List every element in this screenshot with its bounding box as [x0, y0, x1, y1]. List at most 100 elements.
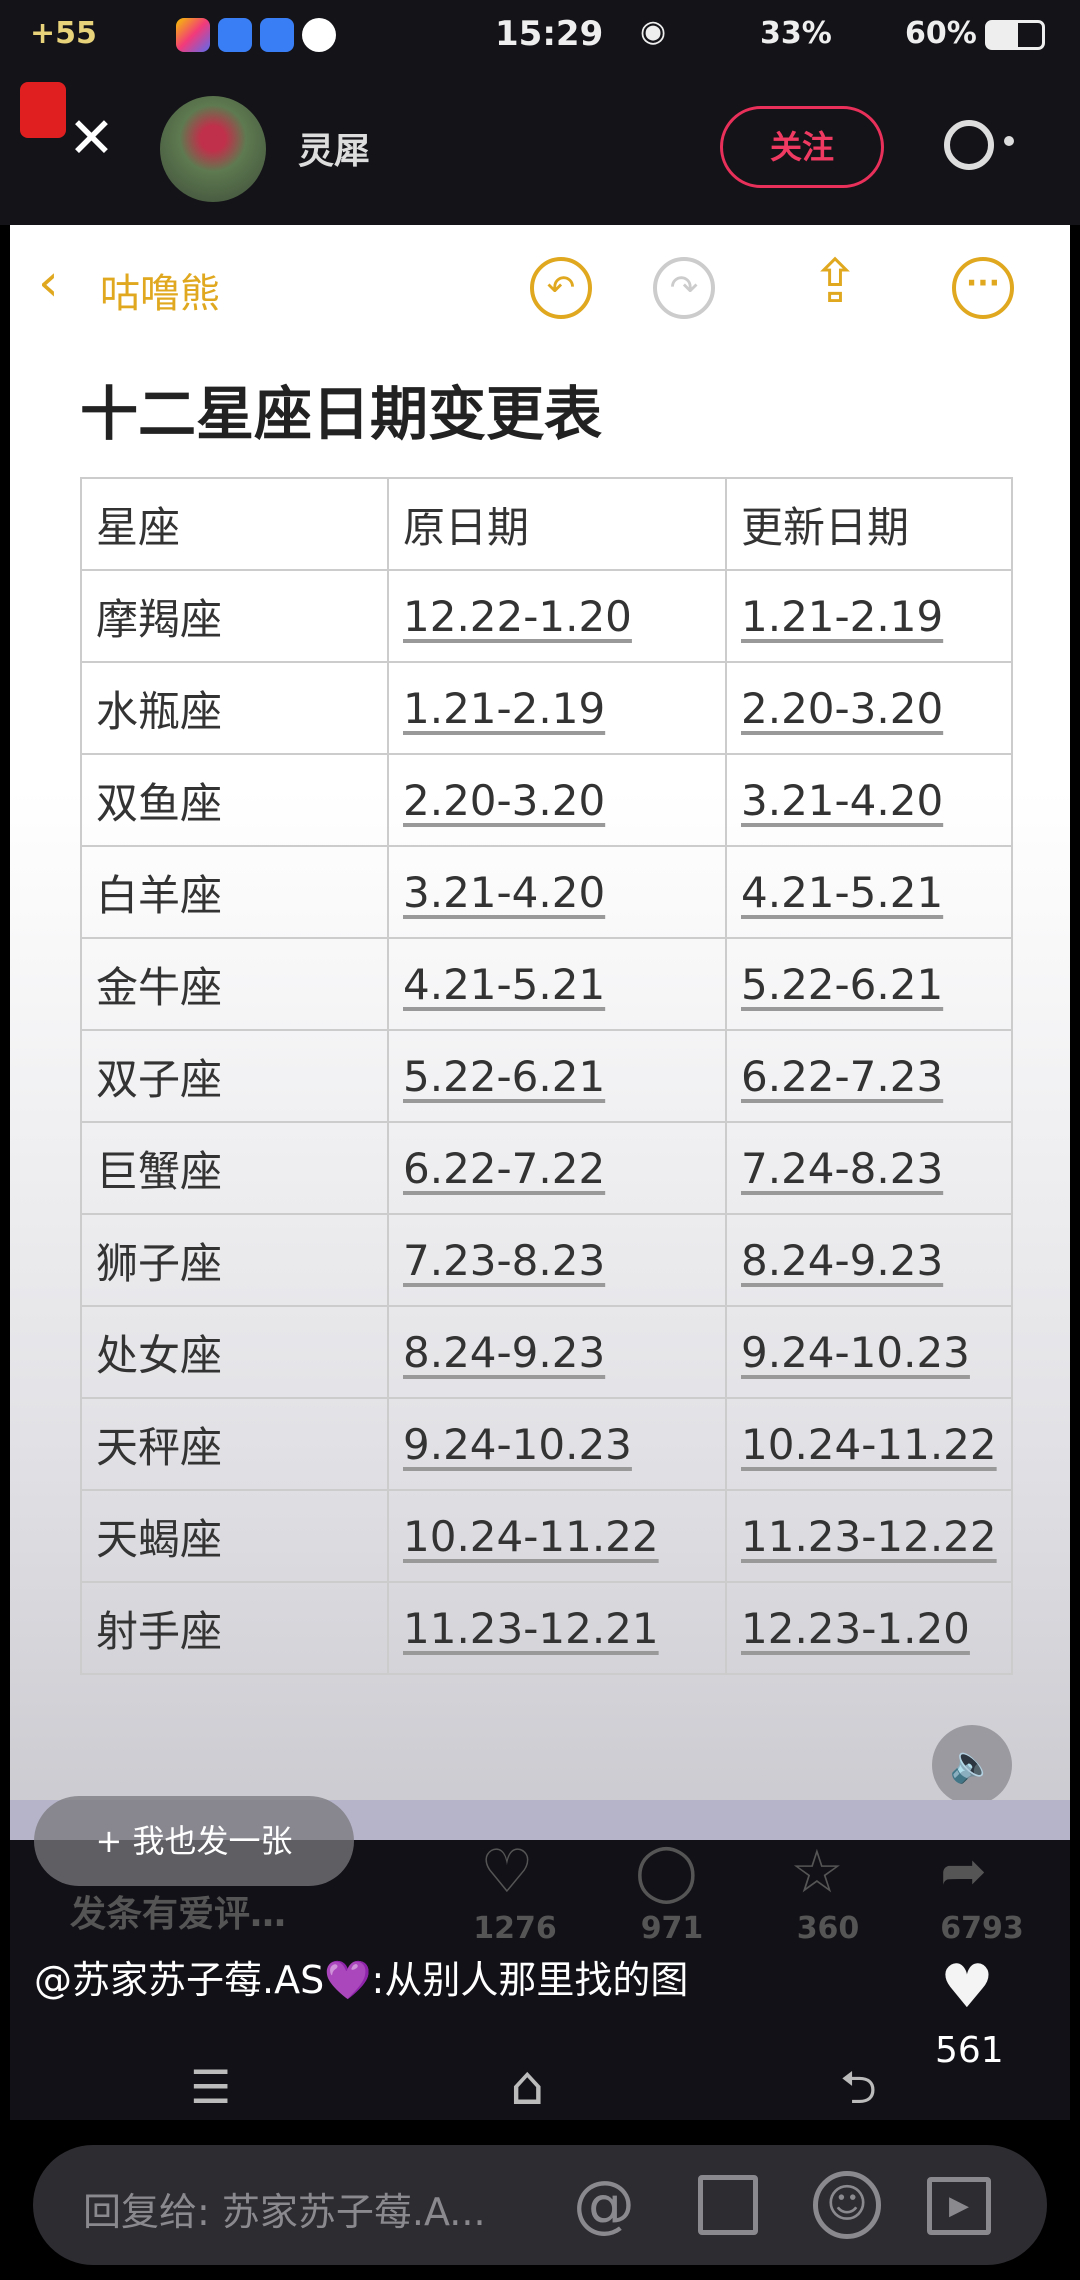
sign-cell: 天秤座 [80, 1397, 389, 1491]
sign-name: 白羊座 [96, 870, 223, 920]
updated-date-cell: 9.24-10.23 [725, 1305, 1013, 1399]
updated-date-cell: 5.22-6.21 [725, 937, 1013, 1031]
share-icon[interactable]: ⇪ [810, 247, 861, 317]
red-packet-icon[interactable] [20, 82, 66, 138]
mention-icon[interactable]: @ [573, 2167, 635, 2240]
reply-bar: 回复给: 苏家苏子莓.A... @ ☺ ▶ [33, 2145, 1047, 2265]
comment-placeholder[interactable]: 发条有爱评… [70, 1894, 287, 1935]
sign-cell: 双子座 [80, 1029, 389, 1123]
back-chevron-icon[interactable]: ‹ [38, 253, 59, 313]
battery-text: 60% [905, 16, 977, 51]
comment-count: 971 [640, 1911, 704, 1946]
header-cell: 星座 [80, 477, 389, 571]
avatar[interactable] [160, 96, 266, 202]
volume-icon[interactable]: 🔈 [932, 1725, 1012, 1805]
image-icon[interactable] [698, 2175, 758, 2235]
updated-date-cell: 1.21-2.19 [725, 569, 1013, 663]
app-icon [260, 18, 294, 52]
date-range: 12.23-1.20 [741, 1603, 970, 1653]
header-cell: 更新日期 [725, 477, 1013, 571]
date-range: 4.21-5.21 [741, 867, 944, 917]
status-bar: +55 15:29 ◉ 33% 60% [0, 0, 1080, 70]
date-range: 6.22-7.23 [741, 1051, 944, 1101]
sign-name: 双子座 [96, 1054, 223, 1104]
like-icon[interactable]: ♡ [480, 1837, 534, 1907]
date-range: 6.22-7.22 [403, 1143, 606, 1193]
more-icon[interactable]: ··· [952, 257, 1014, 319]
updated-date-cell: 12.23-1.20 [725, 1581, 1013, 1675]
table-row: 巨蟹座 6.22-7.22 7.24-8.23 [80, 1121, 1013, 1215]
sign-name: 摩羯座 [96, 594, 223, 644]
share-arrow-icon[interactable]: ➦ [940, 1839, 987, 1904]
app-icon [218, 18, 252, 52]
updated-date-cell: 3.21-4.20 [725, 753, 1013, 847]
updated-date-cell: 6.22-7.23 [725, 1029, 1013, 1123]
redo-icon[interactable]: ↷ [653, 257, 715, 319]
updated-date-cell: 8.24-9.23 [725, 1213, 1013, 1307]
date-range: 3.21-4.20 [741, 775, 944, 825]
battery-icon [985, 20, 1045, 50]
back-icon[interactable]: ⮌ [840, 2060, 877, 2114]
comment-like-count: 561 [935, 2030, 1004, 2071]
original-date-cell: 2.20-3.20 [387, 753, 727, 847]
undo-icon[interactable]: ↶ [530, 257, 592, 319]
post-too-button[interactable]: + 我也发一张 [34, 1796, 354, 1886]
sign-name: 狮子座 [96, 1238, 223, 1288]
video-icon[interactable]: ▶ [927, 2177, 991, 2235]
zodiac-table: 星座 原日期 更新日期 摩羯座 12.22-1.20 1.21-2.19 水瓶座 1.2… [80, 477, 1013, 1675]
table-row: 狮子座 7.23-8.23 8.24-9.23 [80, 1213, 1013, 1307]
date-range: 5.22-6.21 [403, 1051, 606, 1101]
notes-back-label[interactable]: 咕噜熊 [100, 271, 220, 317]
updated-date-cell: 7.24-8.23 [725, 1121, 1013, 1215]
action-area: + 我也发一张 发条有爱评… ♡ ◯ ☆ ➦ 1276 971 360 6793… [10, 1796, 1070, 2120]
date-range: 1.21-2.19 [403, 683, 606, 733]
sign-cell: 狮子座 [80, 1213, 389, 1307]
original-date-cell: 3.21-4.20 [387, 845, 727, 939]
post-image: ‹ 咕噜熊 ↶ ↷ ⇪ ··· 十二星座日期变更表 星座 原日期 更新日期 摩羯… [10, 225, 1070, 1840]
date-range: 4.21-5.21 [403, 959, 606, 1009]
date-range: 9.24-10.23 [403, 1419, 632, 1469]
sign-name: 天秤座 [96, 1422, 223, 1472]
comment-icon[interactable]: ◯ [635, 1839, 698, 1904]
original-date-cell: 8.24-9.23 [387, 1305, 727, 1399]
sign-name: 双鱼座 [96, 778, 223, 828]
more-dot-icon[interactable] [1004, 136, 1014, 146]
share-count: 6793 [940, 1911, 1024, 1946]
updated-date-cell: 11.23-12.22 [725, 1489, 1013, 1583]
updated-date-cell: 10.24-11.22 [725, 1397, 1013, 1491]
original-date-cell: 1.21-2.19 [387, 661, 727, 755]
username[interactable]: 灵犀 [298, 131, 371, 172]
date-range: 3.21-4.20 [403, 867, 606, 917]
follow-button[interactable]: 关注 [720, 106, 884, 188]
reply-input[interactable]: 回复给: 苏家苏子莓.A... [83, 2190, 486, 2234]
date-range: 9.24-10.23 [741, 1327, 970, 1377]
favorite-icon[interactable]: ☆ [790, 1837, 844, 1907]
table-row: 处女座 8.24-9.23 9.24-10.23 [80, 1305, 1013, 1399]
page-title: 十二星座日期变更表 [80, 380, 603, 448]
date-range: 12.22-1.20 [403, 591, 632, 641]
close-icon[interactable]: ✕ [68, 106, 115, 171]
date-range: 11.23-12.22 [741, 1511, 997, 1561]
sign-cell: 金牛座 [80, 937, 389, 1031]
updated-date-cell: 2.20-3.20 [725, 661, 1013, 755]
status-left-text: +55 [30, 16, 97, 51]
favorite-count: 360 [796, 1911, 860, 1946]
emoji-icon[interactable]: ☺ [813, 2171, 881, 2239]
clock: 15:29 [495, 14, 604, 54]
search-icon[interactable] [944, 120, 994, 170]
original-date-cell: 7.23-8.23 [387, 1213, 727, 1307]
sign-name: 天蝎座 [96, 1514, 223, 1564]
post-header: ✕ 灵犀 关注 [0, 70, 1080, 225]
table-row: 白羊座 3.21-4.20 4.21-5.21 [80, 845, 1013, 939]
sign-cell: 处女座 [80, 1305, 389, 1399]
table-row: 水瓶座 1.21-2.19 2.20-3.20 [80, 661, 1013, 755]
table-row: 双鱼座 2.20-3.20 3.21-4.20 [80, 753, 1013, 847]
sign-name: 射手座 [96, 1606, 223, 1656]
like-count: 1276 [473, 1911, 557, 1946]
sign-name: 水瓶座 [96, 686, 223, 736]
home-icon[interactable]: ⌂ [510, 2054, 545, 2117]
comment-like-icon[interactable]: ♥ [940, 1952, 994, 2022]
date-range: 8.24-9.23 [741, 1235, 944, 1285]
date-range: 7.23-8.23 [403, 1235, 606, 1285]
menu-icon[interactable]: ☰ [190, 2060, 232, 2114]
